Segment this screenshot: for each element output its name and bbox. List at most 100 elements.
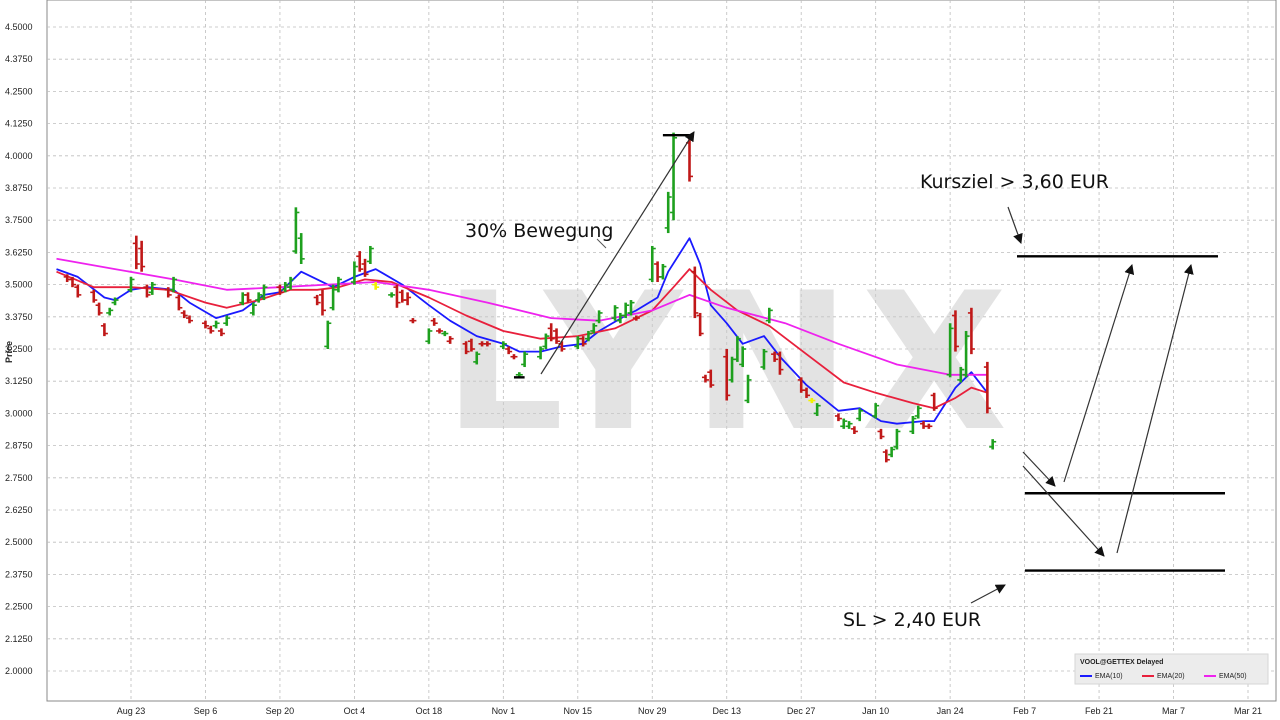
x-tick-label: Oct 18 xyxy=(416,706,443,716)
ohlc-bar xyxy=(318,289,326,316)
y-tick-label: 2.3750 xyxy=(5,569,33,579)
y-tick-label: 3.0000 xyxy=(5,408,33,418)
ohlc-bar xyxy=(212,320,220,329)
ohlc-bar xyxy=(856,408,864,422)
ohlc-bar xyxy=(100,323,108,337)
ohlc-bar xyxy=(882,449,890,463)
ohlc-bar xyxy=(255,292,263,303)
x-tick-label: Oct 4 xyxy=(344,706,366,716)
ohlc-bar xyxy=(701,374,709,383)
level-lines xyxy=(513,133,1225,572)
ohlc-bar xyxy=(276,284,284,295)
ohlc-bar xyxy=(148,282,156,295)
ohlc-bar xyxy=(499,341,507,349)
x-tick-label: Sep 20 xyxy=(266,706,295,716)
ohlc-bar xyxy=(207,325,215,334)
legend-title: VOOL@GETTEX Delayed xyxy=(1080,659,1163,666)
sl-label: SL > 2,40 EUR xyxy=(843,609,981,631)
ohlc-bar xyxy=(249,302,257,316)
ohlc-bar xyxy=(223,315,231,326)
ohlc-bar xyxy=(983,361,991,414)
series-line-ema50 xyxy=(56,257,988,376)
ohlc-bar xyxy=(287,276,295,290)
ohlc-bar xyxy=(393,284,401,308)
ohlc-bar xyxy=(584,330,592,342)
y-tick-label: 2.6250 xyxy=(5,505,33,515)
series-line-ema10 xyxy=(56,237,989,425)
ohlc-bar xyxy=(366,245,374,264)
ohlc-bar xyxy=(537,346,545,360)
ohlc-bar xyxy=(733,336,741,362)
y-tick-label: 4.2500 xyxy=(5,86,33,96)
y-tick-label: 2.7500 xyxy=(5,473,33,483)
ohlc-bar xyxy=(659,263,667,280)
ohlc-bar xyxy=(361,258,369,277)
annotation-arrow xyxy=(540,131,695,375)
ema-series xyxy=(56,237,989,425)
ohlc-bar xyxy=(441,330,449,337)
ohlc-bar xyxy=(281,282,289,293)
ohlc-bar xyxy=(297,233,305,264)
ohlc-bar xyxy=(962,330,970,378)
annotation-arrow xyxy=(1116,264,1194,554)
annotation-arrow xyxy=(1022,465,1105,557)
y-tick-label: 3.2500 xyxy=(5,344,33,354)
ohlc-bar xyxy=(68,276,76,288)
ohlc-bar xyxy=(175,294,183,311)
ohlc-bar xyxy=(967,307,975,355)
ohlc-bar xyxy=(776,351,784,375)
ohlc-bar xyxy=(521,351,529,368)
ohlc-bars xyxy=(63,132,997,463)
ohlc-bar xyxy=(106,307,114,316)
ohlc-bar xyxy=(483,341,491,347)
ohlc-bar xyxy=(95,302,103,316)
legend-item-label: EMA(50) xyxy=(1219,673,1247,680)
x-tick-label: Dec 13 xyxy=(712,706,741,716)
ohlc-bar xyxy=(622,302,630,319)
ohlc-bar xyxy=(946,323,954,378)
ohlc-bar xyxy=(850,426,858,435)
y-tick-label: 2.8750 xyxy=(5,441,33,451)
x-tick-label: Nov 1 xyxy=(492,706,516,716)
ohlc-bar xyxy=(957,367,965,383)
ohlc-bar xyxy=(877,428,885,440)
x-tick-label: Feb 21 xyxy=(1085,706,1113,716)
ohlc-bar xyxy=(201,320,209,329)
ohlc-bar xyxy=(409,318,417,324)
y-tick-label: 4.1250 xyxy=(5,119,33,129)
y-tick-label: 2.1250 xyxy=(5,634,33,644)
ohlc-bar xyxy=(808,397,816,404)
y-axis-label: Price xyxy=(4,341,14,363)
ohlc-bar xyxy=(553,328,561,344)
grid xyxy=(46,0,1277,702)
legend-box xyxy=(1074,653,1269,685)
series-line-ema20 xyxy=(56,268,988,410)
ohlc-bar xyxy=(404,292,412,306)
ohlc-bar xyxy=(648,245,656,283)
annotation-arrow xyxy=(970,584,1006,604)
ohlc-bar xyxy=(611,305,619,321)
ohlc-bar xyxy=(670,132,678,221)
x-axis: Aug 23 Sep 6 Sep 20 Oct 4 Oct 18 Nov 1 Nov 15 N… xyxy=(117,706,1262,716)
y-tick-label: 2.2500 xyxy=(5,602,33,612)
ohlc-bar xyxy=(707,369,715,388)
x-tick-label: Aug 23 xyxy=(117,706,146,716)
x-tick-label: Mar 21 xyxy=(1234,706,1262,716)
ohlc-bar xyxy=(138,240,146,272)
y-tick-label: 4.0000 xyxy=(5,151,33,161)
ohlc-bar xyxy=(723,349,731,401)
ohlc-bar xyxy=(744,374,752,404)
ohlc-bar xyxy=(813,403,821,416)
x-tick-label: Feb 7 xyxy=(1013,706,1036,716)
ohlc-bar xyxy=(696,312,704,337)
ohlc-bar xyxy=(180,310,188,319)
ohlc-bar xyxy=(217,328,225,337)
y-tick-label: 4.5000 xyxy=(5,22,33,32)
plot-frame xyxy=(46,0,1277,702)
ohlc-bar xyxy=(111,297,119,306)
ohlc-bar xyxy=(888,446,896,458)
ohlc-bar xyxy=(840,418,848,429)
ohlc-bar xyxy=(664,191,672,234)
ohlc-bar xyxy=(547,323,555,342)
